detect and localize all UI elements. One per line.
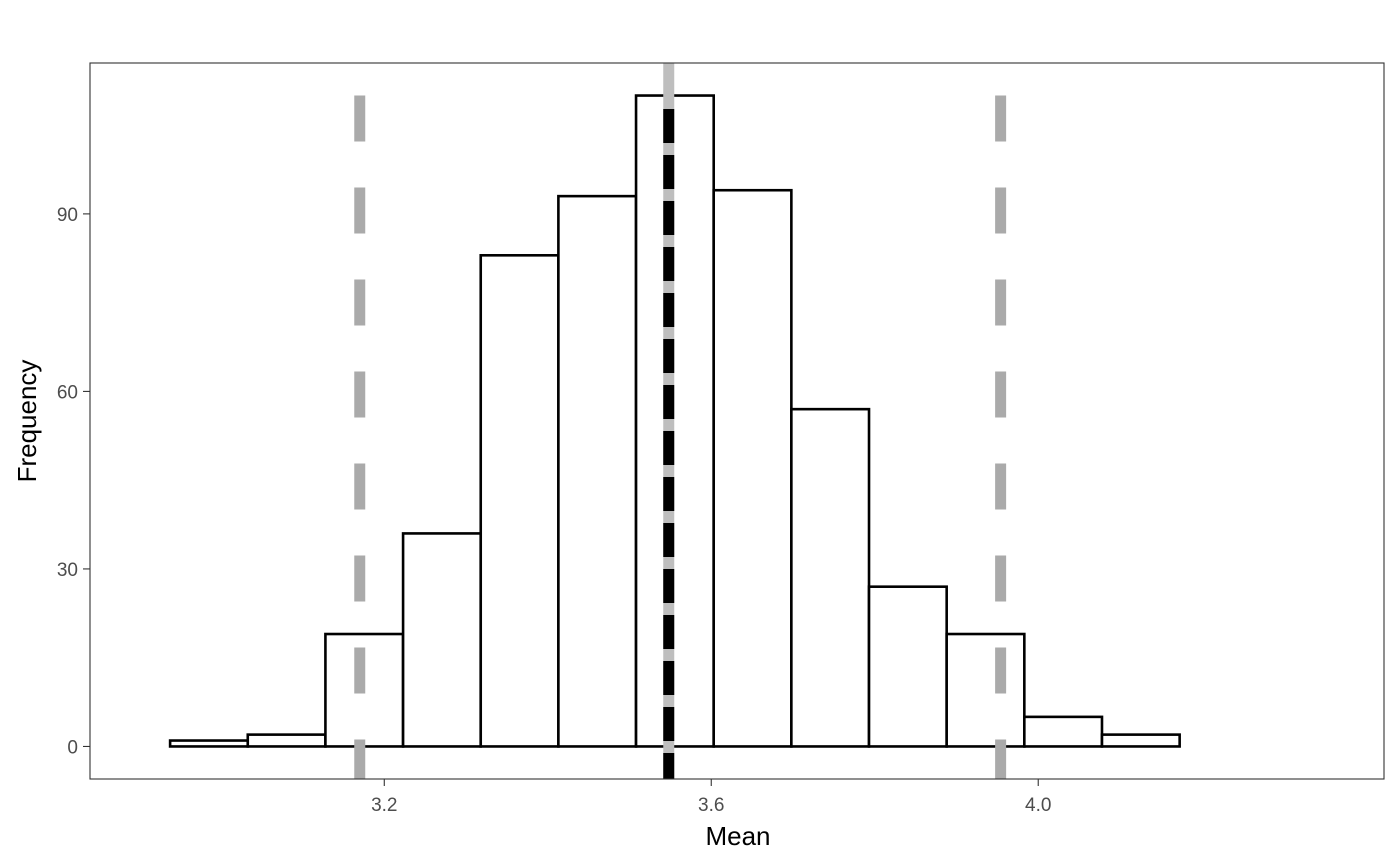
y-tick-label-3: 90 <box>57 205 78 226</box>
histogram-bar-7 <box>712 188 793 748</box>
x-tick-label-0: 3.2 <box>371 795 397 816</box>
histogram-bar-1 <box>246 733 327 748</box>
histogram-bar-10 <box>945 632 1026 748</box>
y-axis-title: Frequency <box>12 360 42 483</box>
histogram-bar-0 <box>168 739 250 748</box>
y-axis: 0 30 60 90 <box>57 205 90 758</box>
histogram-bar-9 <box>867 585 948 748</box>
y-tick-label-0: 0 <box>67 737 78 758</box>
panel-border <box>89 62 1385 780</box>
histogram-bar-5 <box>557 194 638 748</box>
x-axis-title: Mean <box>705 821 770 851</box>
y-tick-label-2: 60 <box>57 382 78 403</box>
histogram-bar-4 <box>479 254 560 748</box>
x-tick-label-2: 4.0 <box>1025 795 1051 816</box>
y-tick-label-1: 30 <box>57 560 78 581</box>
x-tick-label-1: 3.6 <box>698 795 724 816</box>
x-axis: 3.2 3.6 4.0 <box>371 779 1051 816</box>
histogram-bar-3 <box>401 532 483 748</box>
histogram-bar-8 <box>790 407 871 748</box>
bars-layer <box>168 94 1181 748</box>
histogram-bar-6 <box>634 94 716 748</box>
histogram-bar-11 <box>1023 715 1104 748</box>
reference-lines-layer <box>354 63 1007 779</box>
histogram-bar-12 <box>1100 733 1181 748</box>
